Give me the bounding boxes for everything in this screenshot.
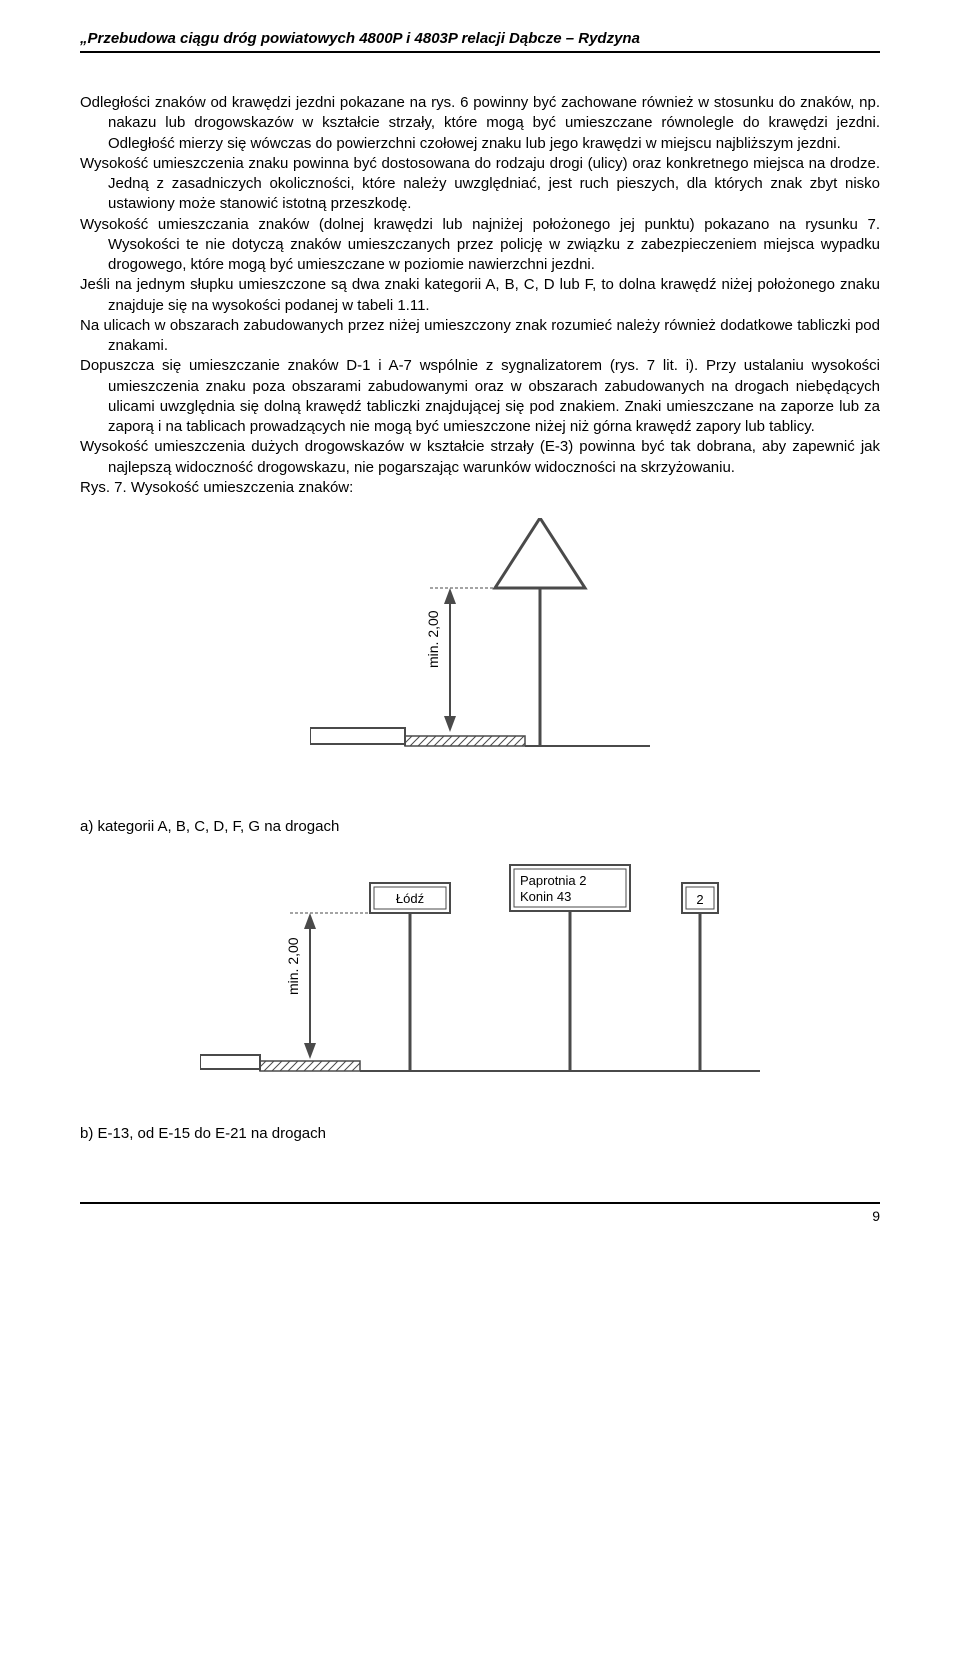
figure-b-caption: b) E-13, od E-15 do E-21 na drogach <box>80 1125 880 1142</box>
figB-sign2-l1: Paprotnia 2 <box>520 873 587 888</box>
paragraph-6: Dopuszcza się umieszczanie znaków D-1 i … <box>80 356 880 437</box>
paragraph-5: Na ulicach w obszarach zabudowanych prze… <box>80 316 880 357</box>
figB-sign3-text: 2 <box>696 892 703 907</box>
figure-a-caption: a) kategorii A, B, C, D, F, G na drogach <box>80 818 880 835</box>
header-title: „Przebudowa ciągu dróg powiatowych 4800P… <box>80 30 880 47</box>
paragraph-7: Wysokość umieszczenia dużych drogowskazó… <box>80 437 880 478</box>
figB-dim-label: min. 2,00 <box>285 937 301 995</box>
figB-sign2-l2: Konin 43 <box>520 889 571 904</box>
paragraph-1: Odległości znaków od krawędzi jezdni pok… <box>80 93 880 154</box>
figure-a: min. 2,00 <box>80 518 880 808</box>
figA-dim-label: min. 2,00 <box>425 610 441 668</box>
figure-b: Łódź Paprotnia 2 Konin 43 2 min. 2,00 <box>80 855 880 1115</box>
figure-a-svg: min. 2,00 <box>310 518 650 808</box>
paragraph-4: Jeśli na jednym słupku umieszczone są dw… <box>80 275 880 316</box>
body-text: Odległości znaków od krawędzi jezdni pok… <box>80 93 880 498</box>
page-number: 9 <box>80 1208 880 1224</box>
header-rule <box>80 51 880 53</box>
paragraph-3: Wysokość umieszczania znaków (dolnej kra… <box>80 215 880 276</box>
paragraph-8: Rys. 7. Wysokość umieszczenia znaków: <box>80 478 880 498</box>
figure-b-svg: Łódź Paprotnia 2 Konin 43 2 min. 2,00 <box>200 855 760 1115</box>
footer-rule <box>80 1202 880 1204</box>
paragraph-2: Wysokość umieszczenia znaku powinna być … <box>80 154 880 215</box>
figB-sign1-text: Łódź <box>396 891 424 906</box>
